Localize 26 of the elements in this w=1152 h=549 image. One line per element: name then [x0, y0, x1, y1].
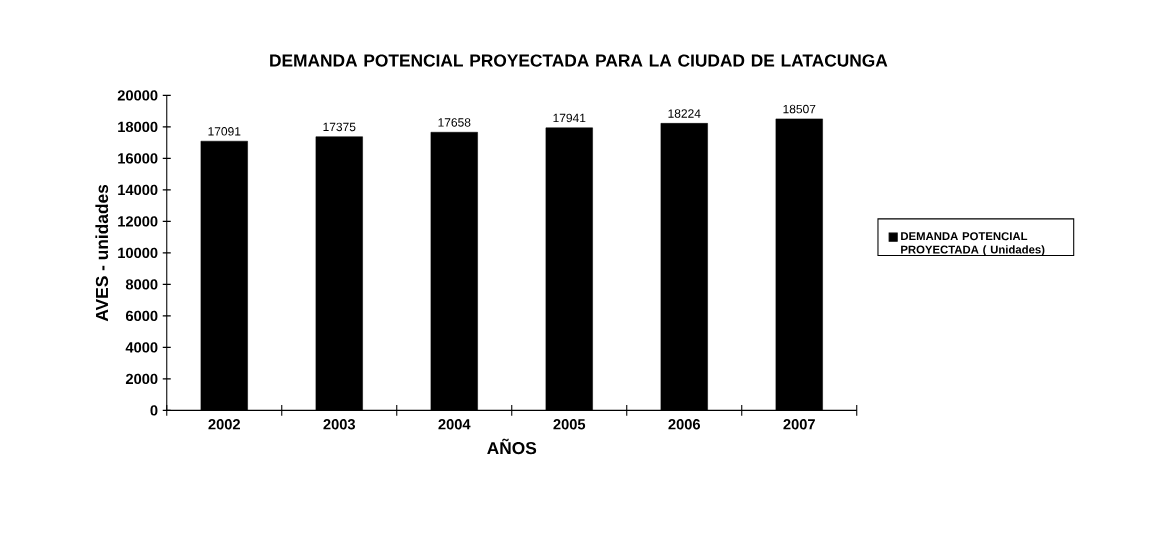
- data-label: 18224: [668, 109, 701, 118]
- x-axis-title: AÑOS: [487, 438, 537, 455]
- y-tick-label: 0: [150, 405, 158, 416]
- data-label: 18507: [783, 104, 816, 114]
- x-tick-label: 2002: [208, 419, 240, 430]
- x-tick-label: 2004: [438, 419, 471, 430]
- x-tick-label: 2007: [783, 419, 815, 430]
- y-axis-title: AVES - unidades: [95, 184, 109, 322]
- y-tick-label: 2000: [125, 373, 158, 385]
- y-tick-label: 10000: [118, 247, 158, 259]
- data-label: 17658: [438, 118, 471, 127]
- chart-title: DEMANDA POTENCIAL PROYECTADA PARA LA CIUDAD DE LATACUNGA: [270, 54, 888, 67]
- y-tick-label: 18000: [118, 121, 158, 133]
- y-tick-label: 14000: [118, 184, 158, 196]
- y-tick-label: 12000: [118, 216, 158, 227]
- x-tick-label: 2006: [668, 419, 701, 430]
- y-tick-label: 20000: [117, 90, 158, 101]
- x-tick-label: 2003: [323, 419, 356, 430]
- data-label: 17941: [553, 113, 586, 123]
- data-label: 17375: [323, 122, 356, 132]
- y-tick-label: 16000: [118, 153, 158, 164]
- y-tick-label: 6000: [125, 310, 158, 322]
- data-label: 17091: [208, 127, 241, 136]
- y-tick-label: 8000: [125, 279, 158, 290]
- x-tick-label: 2005: [553, 419, 586, 430]
- y-tick-label: 4000: [125, 342, 158, 353]
